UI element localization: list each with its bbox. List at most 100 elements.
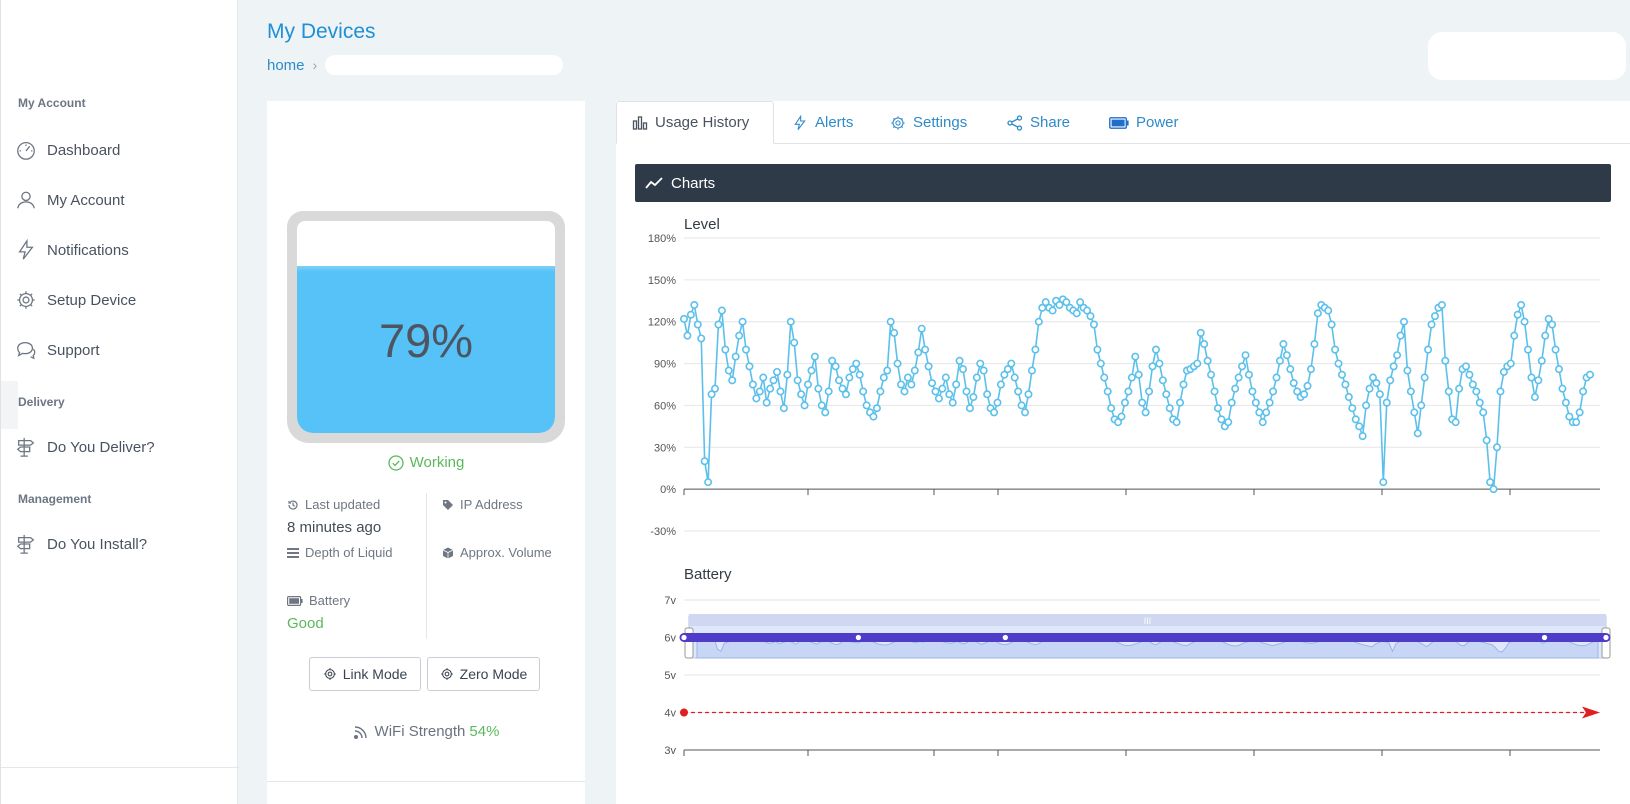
level-data-point [721,345,730,354]
level-data-point [1386,376,1395,385]
level-data-point [1558,384,1567,393]
zero-mode-button[interactable]: Zero Mode [427,657,540,691]
battery-chart[interactable]: 7v 6v 5v 4v 3v [616,581,1630,804]
level-data-point [1313,309,1322,318]
sidebar-item-label: Support [47,341,100,359]
sidebar-item-do-you-install[interactable]: Do You Install? [15,529,147,559]
level-data-point [1120,398,1129,407]
level-data-point [959,365,968,374]
level-data-point [1151,345,1160,354]
level-data-point [1389,362,1398,371]
sidebar-item-do-you-deliver[interactable]: Do You Deliver? [15,432,155,462]
wifi-strength-value: 54% [469,723,500,740]
sidebar-item-my-account[interactable]: My Account [15,185,125,215]
level-data-point [1365,384,1374,393]
level-data-point [1324,306,1333,315]
level-data-point [1196,328,1205,337]
tab-settings[interactable]: Settings [890,101,967,144]
gear-icon [323,668,336,680]
breadcrumb-home-link[interactable]: home [267,56,305,74]
sidebar-item-notifications[interactable]: Notifications [15,235,129,265]
level-data-point [773,367,782,376]
level-data-point [900,387,909,396]
lightning-icon [794,114,806,130]
tab-alerts[interactable]: Alerts [792,101,853,144]
level-data-point [814,384,823,393]
tab-power[interactable]: Power [1109,101,1179,144]
level-data-point [779,404,788,413]
level-data-point [731,352,740,361]
level-data-point [848,365,857,374]
level-data-point [728,376,737,385]
sidebar-item-support[interactable]: Support [15,335,100,365]
level-data-point [1179,380,1188,389]
level-data-point [965,404,974,413]
wifi-strength-label: WiFi Strength [374,723,466,740]
user-icon [17,191,35,209]
level-data-point [1527,373,1536,382]
tab-share[interactable]: Share [1007,101,1070,144]
level-data-point [1530,393,1539,402]
level-data-point [1114,418,1123,427]
level-data-point [680,314,689,323]
battery-chart-title: Battery [684,566,732,583]
level-data-point [1548,320,1557,329]
level-data-point [924,362,933,371]
link-mode-button-label: Link Mode [342,666,408,682]
tab-usage-history[interactable]: Usage History [616,101,774,144]
level-data-point [1455,384,1464,393]
sidebar-item-dashboard[interactable]: Dashboard [15,135,120,165]
tank-inner: 79% [297,221,555,433]
sidebar: My Account Dashboard My Account Notifica… [0,0,239,804]
level-data-point [1093,345,1102,354]
level-data-point [1520,317,1529,326]
level-data-point [1410,408,1419,417]
tab-bar: Usage History Alerts Settings Share [616,101,1630,144]
level-y-tick-label: 60% [654,400,676,412]
level-data-point [783,370,792,379]
battery-data-point [1001,633,1010,642]
breadcrumb: home › [267,55,564,75]
level-data-point [1165,404,1174,413]
level-data-point [1017,401,1026,410]
level-data-point [1551,345,1560,354]
battery-y-tick-label: 4v [664,708,676,720]
link-mode-button[interactable]: Link Mode [309,657,421,691]
charts-panel-header: Charts [635,164,1611,202]
device-status: Working [267,454,585,471]
level-data-point [1224,418,1233,427]
level-data-point [955,356,964,365]
level-data-point [996,380,1005,389]
main-panel: Usage History Alerts Settings Share [616,101,1630,804]
level-data-point [745,362,754,371]
signpost-icon [16,534,35,554]
level-data-point [1241,351,1250,360]
level-data-point [1251,398,1260,407]
level-data-point [1403,366,1412,375]
chat-bubbles-icon [17,342,36,360]
level-data-point [707,390,716,399]
battery-data-point [854,633,863,642]
level-data-point [1585,370,1594,379]
level-data-point [1217,415,1226,424]
header-redacted-area [1428,32,1626,80]
level-data-point [1358,432,1367,441]
history-icon [288,499,298,510]
level-data-point [1496,387,1505,396]
level-data-point [835,376,844,385]
last-updated-label-text: Last updated [305,497,381,512]
level-data-point [797,390,806,399]
level-data-point [1213,404,1222,413]
sidebar-item-setup-device[interactable]: Setup Device [15,285,136,315]
level-data-point [972,373,981,382]
level-data-point [755,387,764,396]
level-data-point [890,328,899,337]
level-data-point [1579,387,1588,396]
battery-y-tick-label: 7v [664,595,676,607]
level-data-point [1207,370,1216,379]
level-data-point [1565,412,1574,421]
level-data-point [1289,379,1298,388]
level-data-point [711,384,720,393]
level-data-point [962,387,971,396]
level-data-point [993,398,1002,407]
